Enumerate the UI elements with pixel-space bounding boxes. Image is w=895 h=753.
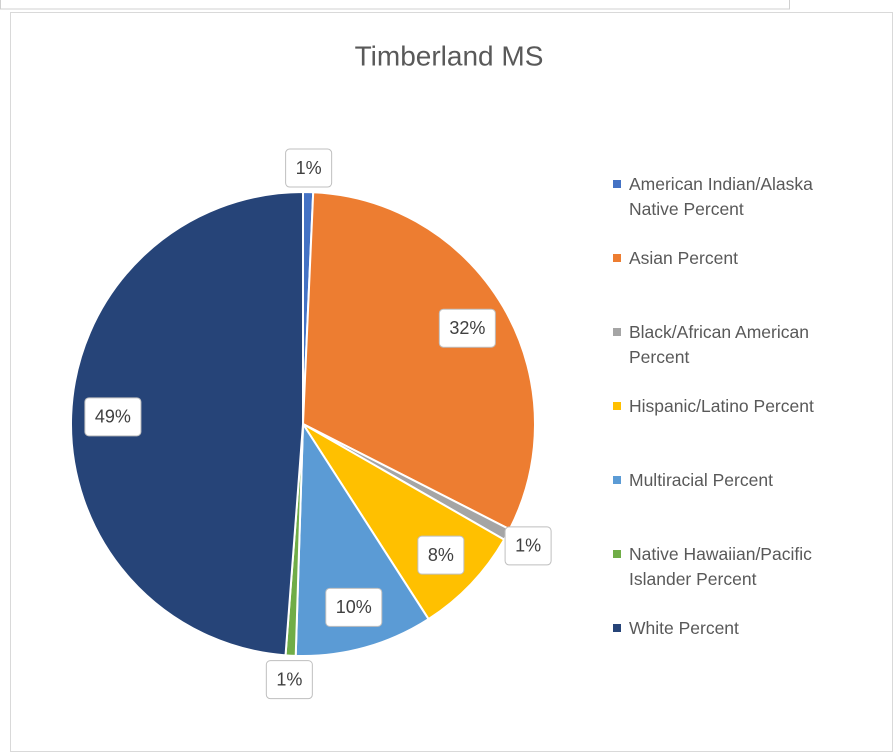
data-label: 1% [515, 536, 541, 556]
data-label-box [84, 397, 142, 437]
data-label-box [325, 587, 383, 627]
legend-item: Native Hawaiian/Pacific Islander Percent [613, 542, 863, 592]
legend-swatch [613, 328, 621, 336]
legend-swatch [613, 254, 621, 262]
legend-swatch [613, 180, 621, 188]
legend-label: American Indian/Alaska Native Percent [629, 174, 813, 219]
legend-label: Multiracial Percent [629, 470, 773, 490]
data-label-box [504, 526, 552, 566]
legend-swatch [613, 624, 621, 632]
data-label-box [417, 535, 465, 575]
legend-item: Asian Percent [613, 246, 863, 271]
legend-item: American Indian/Alaska Native Percent [613, 172, 863, 222]
data-label-box [285, 148, 333, 188]
legend-label: Black/African American Percent [629, 322, 809, 367]
data-label: 32% [449, 318, 485, 338]
legend-label: Asian Percent [629, 248, 738, 268]
data-label: 1% [276, 669, 302, 689]
legend-item: Multiracial Percent [613, 468, 863, 493]
legend-swatch [613, 476, 621, 484]
data-label-box [265, 660, 313, 700]
legend-label: Native Hawaiian/Pacific Islander Percent [629, 544, 812, 589]
chart-title: Timberland MS [355, 40, 544, 71]
legend-item: Hispanic/Latino Percent [613, 394, 863, 419]
legend-label: White Percent [629, 618, 739, 638]
data-label: 1% [296, 158, 322, 178]
data-label: 49% [95, 407, 131, 427]
previous-frame [0, 0, 790, 10]
data-label-box [438, 308, 496, 348]
legend-label: Hispanic/Latino Percent [629, 396, 814, 416]
data-label: 8% [428, 545, 454, 565]
pie-slice [301, 191, 536, 531]
legend-item: White Percent [613, 616, 863, 641]
pie-slice [70, 190, 304, 657]
legend-item: Black/African American Percent [613, 320, 863, 370]
data-label: 10% [336, 597, 372, 617]
legend-swatch [613, 550, 621, 558]
legend-swatch [613, 402, 621, 410]
